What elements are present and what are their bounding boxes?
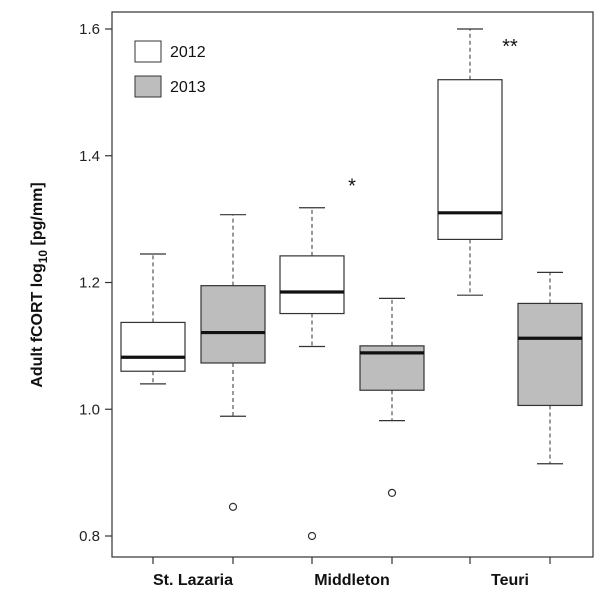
legend: 2012 2013 — [135, 41, 206, 97]
box-2013-middleton — [360, 298, 424, 496]
y-tick-label: 1.0 — [79, 401, 100, 418]
y-axis-title-subscript: 10 — [36, 250, 50, 264]
x-category-label: St. Lazaria — [153, 572, 233, 589]
boxes — [121, 29, 582, 540]
box-2012-st-lazaria — [121, 254, 185, 384]
legend-label-2013: 2013 — [170, 79, 206, 96]
y-tick-label: 1.4 — [79, 148, 100, 165]
y-tick-label: 1.6 — [79, 21, 100, 38]
box-2012-teuri — [438, 29, 502, 295]
outlier-point — [230, 503, 237, 510]
y-tick-label: 0.8 — [79, 528, 100, 545]
x-axis: St. Lazaria Middleton Teuri — [153, 557, 550, 589]
box-2013-st-lazaria — [201, 215, 265, 511]
box-2013-teuri — [518, 272, 582, 463]
significance-annotation: ** — [502, 36, 518, 58]
x-category-label: Teuri — [491, 572, 529, 589]
y-axis-title-unit: [pg/mm] — [29, 182, 46, 250]
iqr-box — [438, 80, 502, 240]
box-2012-middleton — [280, 208, 344, 540]
legend-swatch-2012 — [135, 41, 161, 62]
outlier-point — [389, 489, 396, 496]
y-axis: 0.8 1.0 1.2 1.4 1.6 — [79, 21, 112, 545]
iqr-box — [201, 286, 265, 363]
iqr-box — [518, 303, 582, 405]
legend-label-2012: 2012 — [170, 44, 206, 61]
y-tick-label: 1.2 — [79, 275, 100, 292]
significance-annotation: * — [348, 175, 356, 197]
legend-swatch-2013 — [135, 76, 161, 97]
iqr-box — [280, 256, 344, 314]
y-axis-title-main: Adult fCORT log — [29, 263, 46, 387]
x-category-label: Middleton — [314, 572, 390, 589]
outlier-point — [309, 533, 316, 540]
iqr-box — [121, 322, 185, 371]
y-axis-title: Adult fCORT log10 [pg/mm] — [29, 182, 50, 387]
